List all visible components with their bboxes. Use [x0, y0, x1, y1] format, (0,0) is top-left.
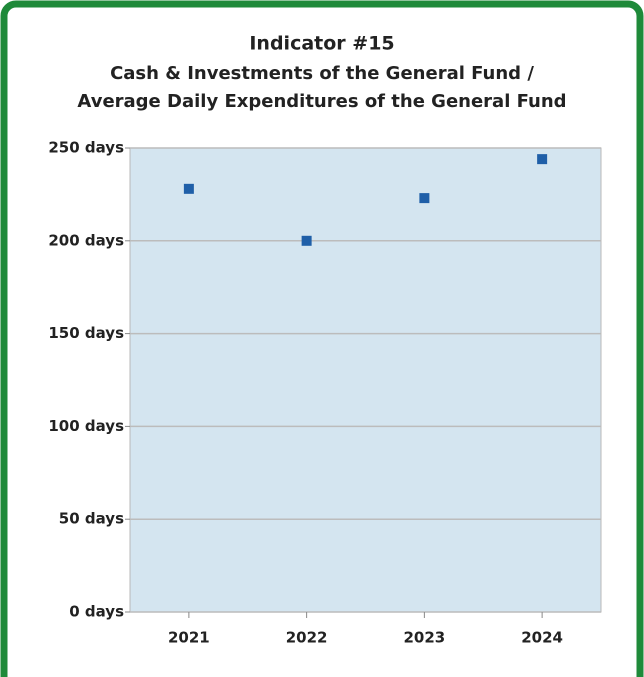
marker	[301, 235, 312, 246]
y-tick-label: 200 days	[48, 231, 124, 249]
marker	[419, 193, 430, 204]
marker	[183, 183, 194, 194]
x-tick-label: 2024	[521, 629, 563, 647]
y-tick-label: 50 days	[59, 510, 124, 528]
y-tick-label: 100 days	[48, 417, 124, 435]
y-tick-label: 0 days	[69, 603, 124, 621]
plot-area	[129, 147, 602, 613]
x-tick-label: 2022	[286, 629, 328, 647]
y-tick-label: 150 days	[48, 324, 124, 342]
chart-subtitle: Average Daily Expenditures of the Genera…	[77, 91, 566, 112]
x-tick-label: 2023	[404, 629, 446, 647]
y-tick-label: 250 days	[48, 139, 124, 157]
chart-subtitle: Cash & Investments of the General Fund /	[110, 63, 534, 84]
marker	[537, 154, 548, 165]
x-tick-label: 2021	[168, 629, 210, 647]
chart-title: Indicator #15	[249, 33, 394, 55]
